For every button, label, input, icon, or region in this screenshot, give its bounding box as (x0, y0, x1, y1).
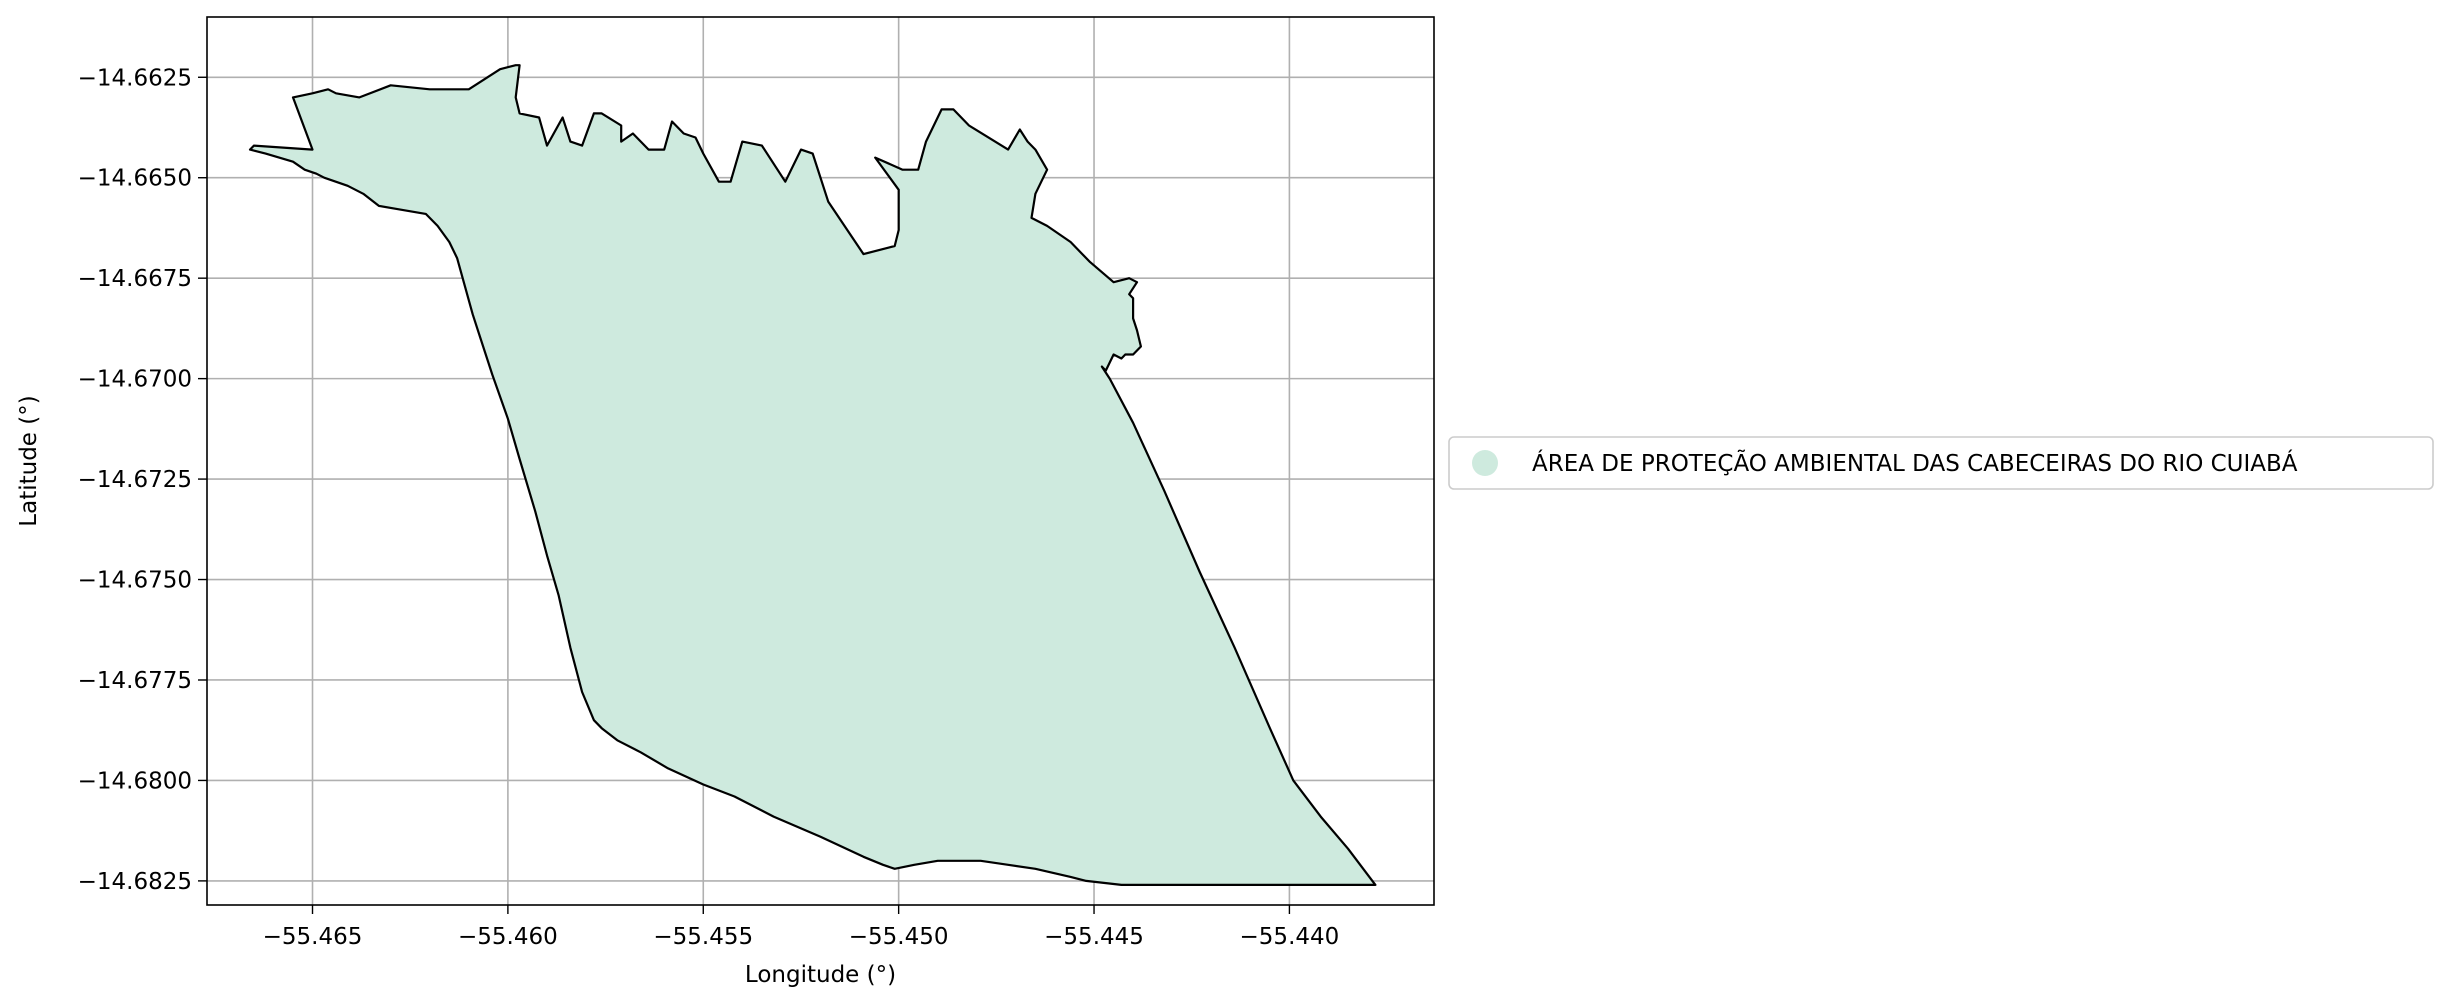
y-tick-label-6: −14.6775 (78, 668, 192, 694)
y-tick-label-0: −14.6625 (78, 65, 192, 91)
x-tick-label-5: −55.440 (1240, 924, 1340, 950)
axes-frame (206, 16, 1435, 906)
y-axis-title: Latitude (°) (16, 395, 42, 526)
legend-marker (1472, 450, 1498, 476)
x-axis-title: Longitude (°) (745, 962, 896, 988)
y-tick-label-2: −14.6675 (78, 266, 192, 292)
x-tick-label-1: −55.460 (458, 924, 558, 950)
x-axis: −55.465 −55.460 −55.455 −55.450 −55.445 −55.4… (263, 905, 1340, 950)
x-tick-label-2: −55.455 (653, 924, 753, 950)
x-tick-label-0: −55.465 (263, 924, 363, 950)
y-tick-label-8: −14.6825 (78, 869, 192, 895)
y-tick-label-4: −14.6725 (78, 467, 192, 493)
y-tick-label-3: −14.6700 (78, 367, 192, 393)
y-axis: −14.6625 −14.6650 −14.6675 −14.6700 −14.6725… (78, 65, 207, 895)
legend-box (1448, 436, 2434, 490)
y-tick-label-5: −14.6750 (78, 568, 192, 594)
legend-label: ÁREA DE PROTEÇÃO AMBIENTAL DAS CABECEIRA… (1532, 449, 2298, 477)
y-tick-label-1: −14.6650 (78, 166, 192, 192)
protected-area-polygon-0 (248, 64, 1377, 887)
y-tick-label-7: −14.6800 (78, 768, 192, 794)
polygon-layer (248, 64, 1377, 887)
x-tick-label-4: −55.445 (1044, 924, 1144, 950)
legend: ÁREA DE PROTEÇÃO AMBIENTAL DAS CABECEIRA… (1448, 436, 2434, 490)
x-tick-label-3: −55.450 (849, 924, 949, 950)
